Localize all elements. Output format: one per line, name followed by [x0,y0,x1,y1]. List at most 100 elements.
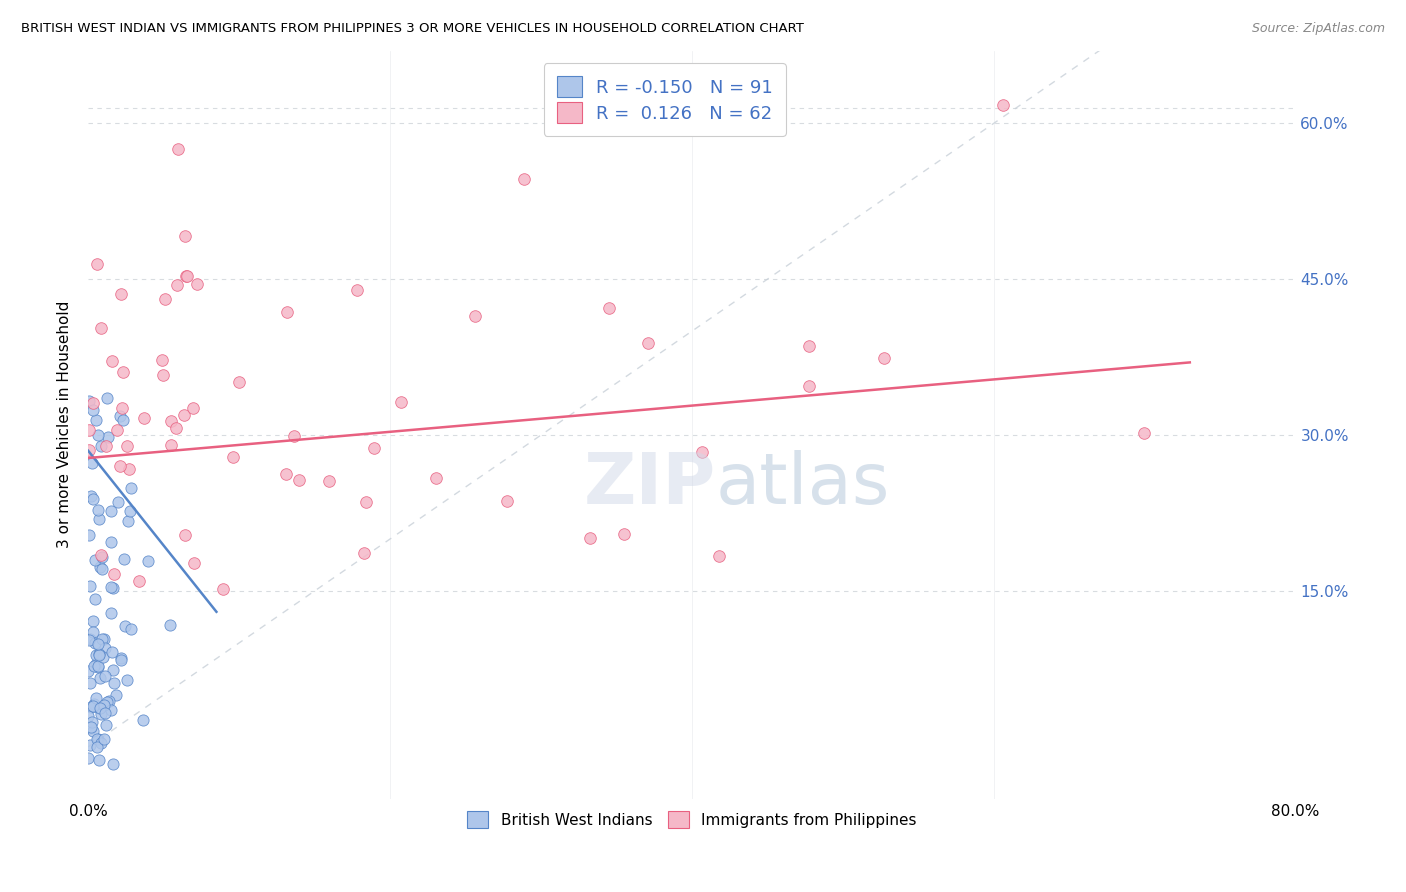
Point [84,636,107,650]
Point [82,456,104,470]
Point [84,412,107,426]
Point [186,277,208,292]
Point [82,699,104,714]
Point [79,738,101,752]
Point [799,339,821,353]
Point [100,606,122,620]
Point [90,321,112,335]
Point [165,421,187,435]
Point [101,645,124,659]
Point [425,471,447,485]
Point [80,714,103,729]
Point [166,277,188,292]
Point [90,707,112,722]
Point [97,430,120,444]
Point [110,409,132,423]
Point [103,676,125,690]
Point [80,489,103,503]
Point [87,647,110,661]
Point [110,651,132,665]
Text: ZIP: ZIP [583,450,716,519]
Point [84,690,107,705]
Point [84,553,107,567]
Point [110,401,132,416]
Point [86,739,108,754]
Point [709,549,731,563]
Point [82,403,104,417]
Point [132,411,155,425]
Point [82,625,104,640]
Point [176,268,198,283]
Point [94,706,117,721]
Point [173,228,195,243]
Point [101,581,124,595]
Point [94,439,117,453]
Point [93,632,115,647]
Point [173,528,195,542]
Point [120,481,142,495]
Point [354,495,377,509]
Point [79,423,101,437]
Point [181,401,204,416]
Point [90,548,112,562]
Point [87,512,110,526]
Point [1133,425,1156,440]
Point [87,428,110,442]
Point [110,653,132,667]
Point [183,556,205,570]
Point [90,439,112,453]
Point [77,664,100,678]
Point [89,753,111,767]
Point [100,504,122,518]
Point [89,559,111,574]
Point [111,413,134,427]
Point [579,531,602,545]
Point [598,301,620,316]
Point [274,467,297,481]
Point [84,592,107,607]
Point [167,142,190,156]
Point [86,256,108,270]
Point [797,379,820,393]
Point [103,566,125,581]
Point [152,368,174,382]
Point [96,391,118,405]
Point [637,336,659,351]
Point [100,580,122,594]
Point [89,671,111,685]
Point [94,640,117,655]
Point [276,305,298,319]
Point [117,515,139,529]
Y-axis label: 3 or more Vehicles in Household: 3 or more Vehicles in Household [58,301,72,549]
Point [211,582,233,597]
Point [115,439,138,453]
Point [107,495,129,509]
Point [91,550,114,565]
Point [82,614,104,628]
Point [79,675,101,690]
Point [118,504,141,518]
Point [90,736,112,750]
Point [89,701,111,715]
Point [110,459,132,474]
Point [84,648,107,662]
Point [79,632,101,646]
Point [80,720,103,734]
Point [77,751,100,765]
Point [82,396,104,410]
Point [110,287,132,301]
Point [93,732,115,747]
Point [159,438,181,452]
Point [464,309,486,323]
Point [176,268,198,283]
Legend: British West Indians, Immigrants from Philippines: British West Indians, Immigrants from Ph… [460,803,924,836]
Point [150,353,173,368]
Point [115,673,138,687]
Point [353,546,375,560]
Point [513,171,536,186]
Point [159,617,181,632]
Point [120,622,142,636]
Point [87,637,110,651]
Point [105,423,128,437]
Point [346,284,368,298]
